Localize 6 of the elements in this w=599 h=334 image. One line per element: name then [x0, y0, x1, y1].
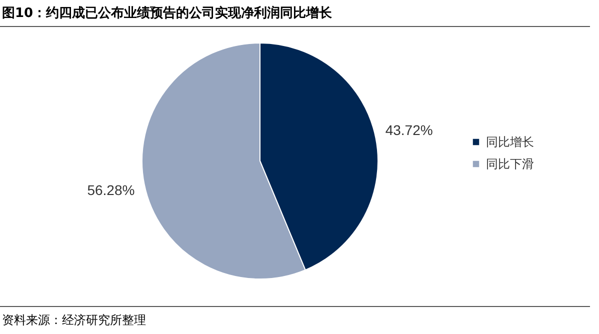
data-label: 56.28% — [87, 182, 135, 198]
legend-label: 同比增长 — [486, 135, 534, 149]
data-label: 43.72% — [385, 122, 433, 138]
text: 资料来源：经济研究所整理 — [2, 312, 146, 329]
chart-title: 图10：约四成已公布业绩预告的公司实现净利润同比增长 — [2, 4, 332, 22]
legend-label: 同比下滑 — [486, 157, 534, 171]
